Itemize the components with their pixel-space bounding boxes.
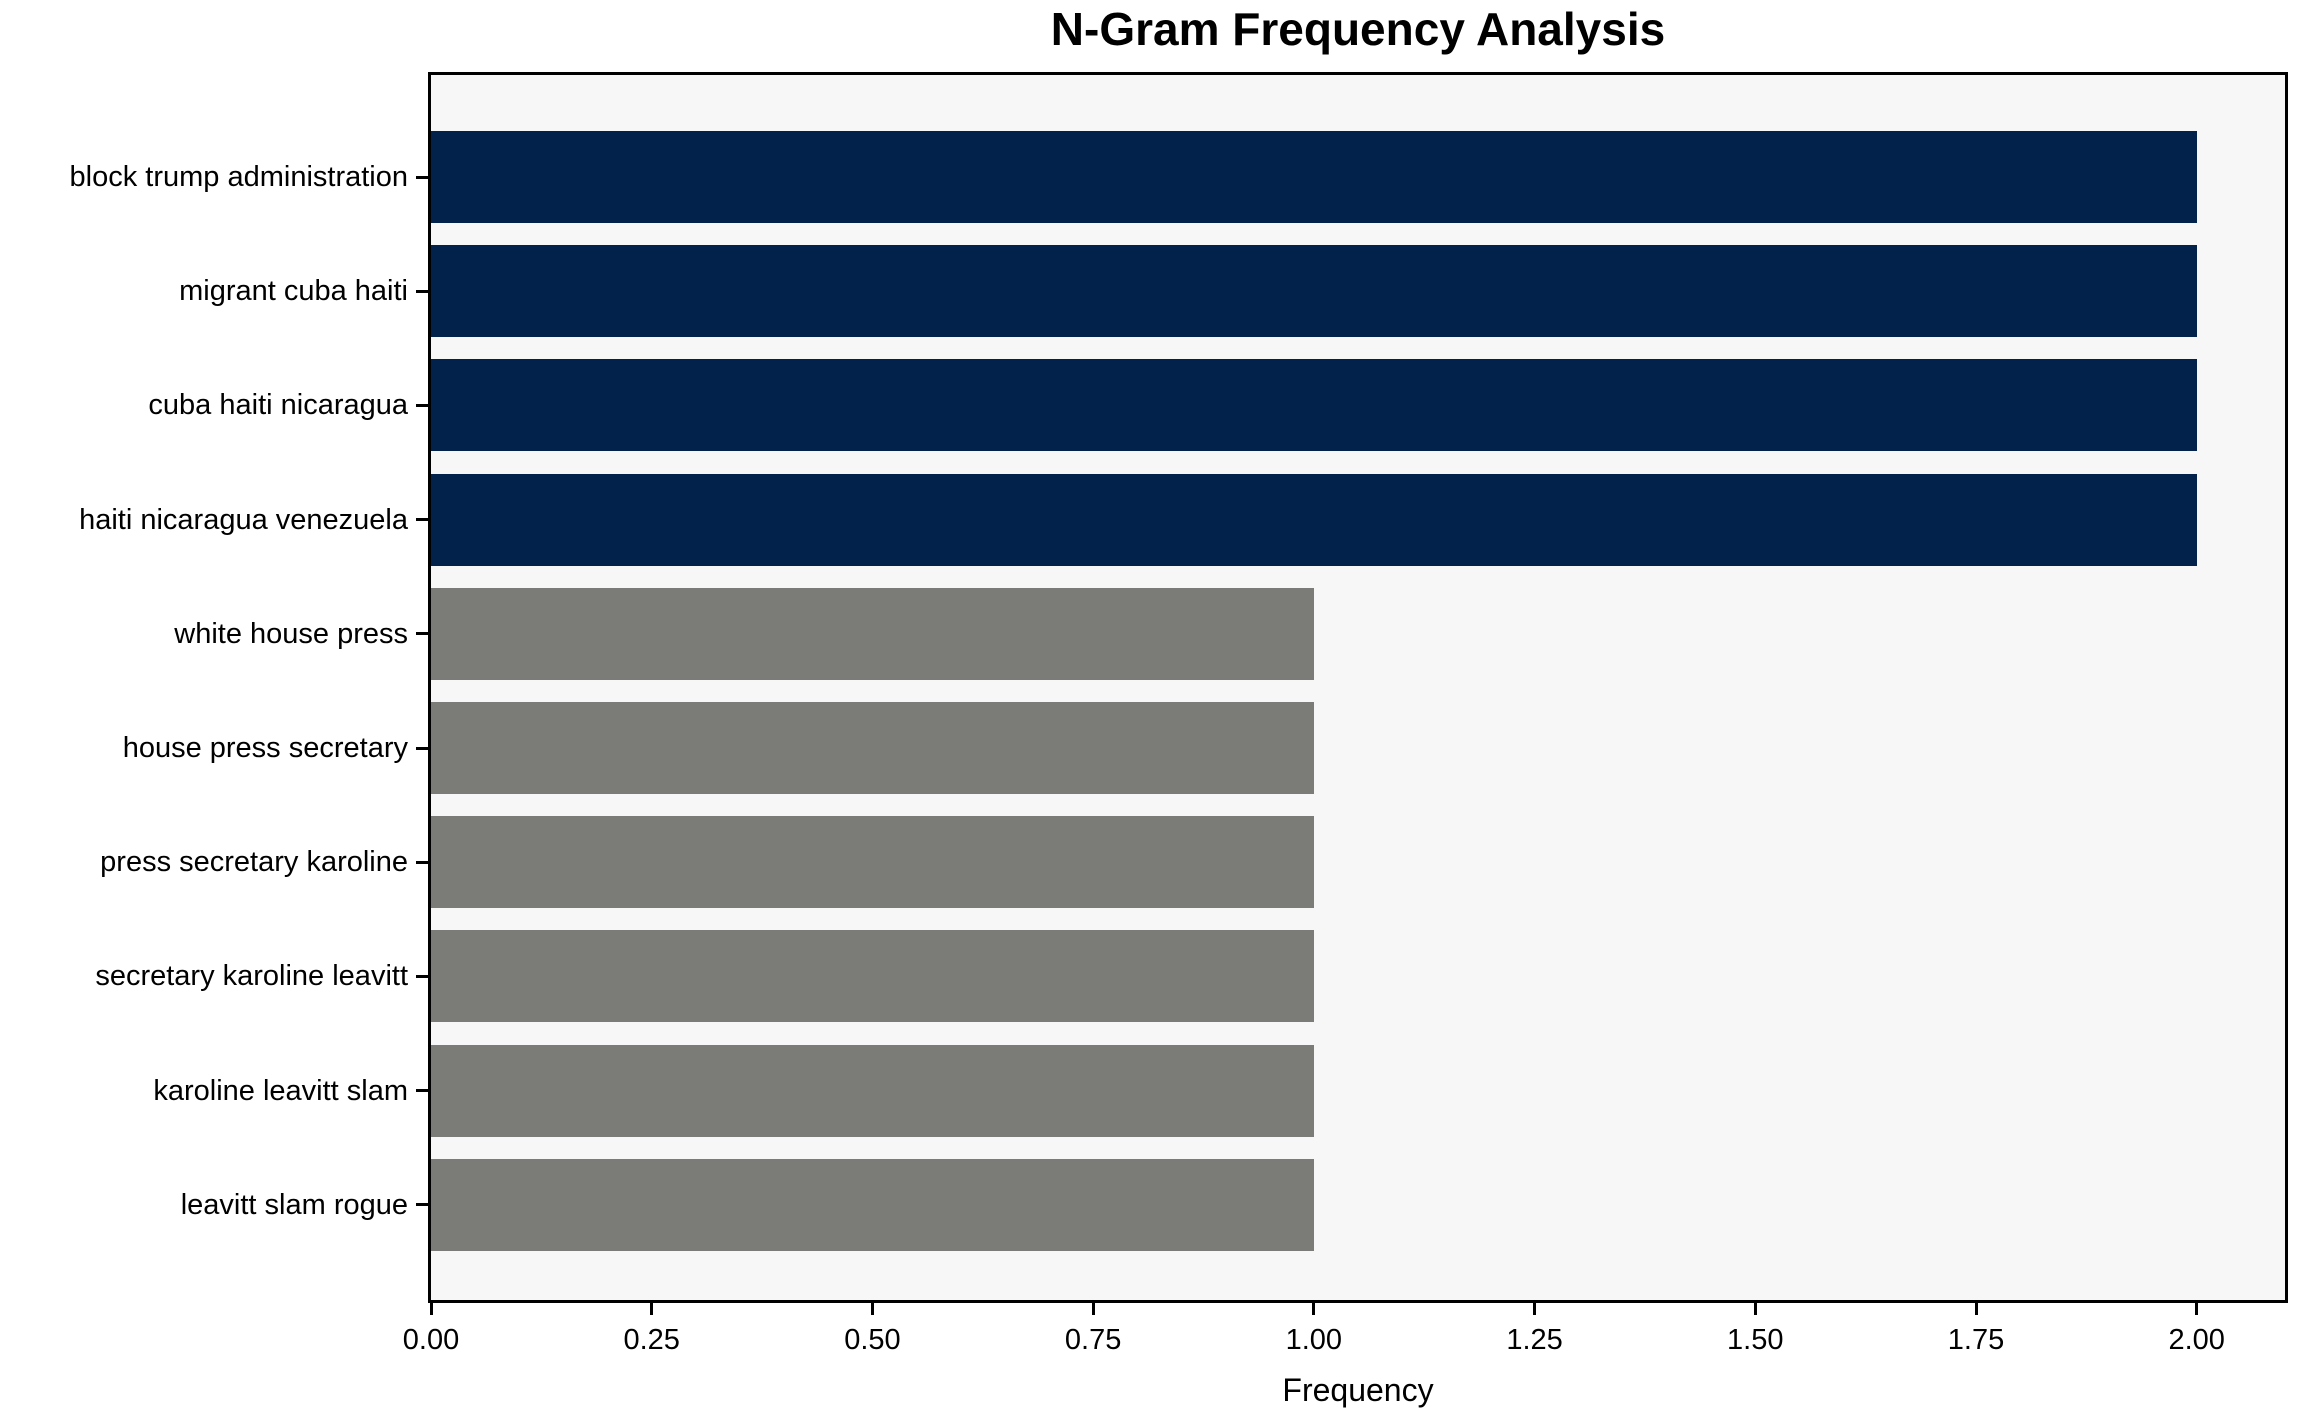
chart-title: N-Gram Frequency Analysis <box>1050 3 1666 55</box>
y-tick-mark <box>416 1089 428 1093</box>
y-tick-label: white house press <box>174 617 408 650</box>
bar <box>431 1158 1314 1251</box>
y-tick-label: haiti nicaragua venezuela <box>79 503 408 536</box>
bar <box>431 816 1314 909</box>
x-tick-label: 2.00 <box>2168 1324 2225 1356</box>
y-tick-mark <box>416 289 428 293</box>
x-tick-label: 0.00 <box>402 1324 460 1356</box>
bar <box>431 131 2197 223</box>
y-tick-mark <box>416 403 428 407</box>
x-tick-mark <box>1974 1303 1978 1315</box>
y-tick-label: block trump administration <box>69 161 408 193</box>
bar <box>431 359 2197 452</box>
y-tick-label: migrant cuba haiti <box>179 275 408 308</box>
x-tick-label: 1.25 <box>1506 1324 1563 1356</box>
x-tick-mark <box>2195 1303 2199 1315</box>
x-tick-label: 0.50 <box>844 1324 901 1356</box>
y-tick-mark <box>416 175 428 179</box>
bar <box>431 245 2197 338</box>
y-tick-label: house press secretary <box>122 732 408 764</box>
y-tick-label: cuba haiti nicaragua <box>148 389 408 422</box>
bar <box>431 587 1314 680</box>
x-tick-mark <box>429 1303 433 1315</box>
y-tick-mark <box>416 632 428 636</box>
y-tick-mark <box>416 518 428 522</box>
bar <box>431 473 2197 566</box>
x-tick-mark <box>1091 1303 1095 1315</box>
y-tick-mark <box>416 746 428 750</box>
x-tick-mark <box>1312 1303 1316 1315</box>
x-tick-label: 1.50 <box>1727 1324 1784 1356</box>
y-tick-label: secretary karoline leavitt <box>95 960 408 993</box>
x-tick-mark <box>870 1303 874 1315</box>
x-tick-label: 1.75 <box>1947 1324 2005 1356</box>
x-tick-label: 0.25 <box>623 1324 680 1356</box>
bar <box>431 702 1314 794</box>
y-tick-mark <box>416 1203 428 1207</box>
bar <box>431 1044 1314 1137</box>
y-tick-label: leavitt slam rogue <box>180 1188 408 1221</box>
x-tick-label: 1.00 <box>1285 1324 1343 1356</box>
x-tick-label: 0.75 <box>1064 1324 1122 1356</box>
y-tick-label: press secretary karoline <box>100 846 408 879</box>
plot-area <box>428 72 2288 1303</box>
x-tick-mark <box>650 1303 654 1315</box>
y-tick-mark <box>416 974 428 978</box>
x-tick-mark <box>1533 1303 1537 1315</box>
x-tick-mark <box>1753 1303 1757 1315</box>
x-axis-title: Frequency <box>1282 1372 1434 1408</box>
y-tick-mark <box>416 860 428 864</box>
bar <box>431 930 1314 1023</box>
y-tick-label: karoline leavitt slam <box>153 1074 408 1107</box>
